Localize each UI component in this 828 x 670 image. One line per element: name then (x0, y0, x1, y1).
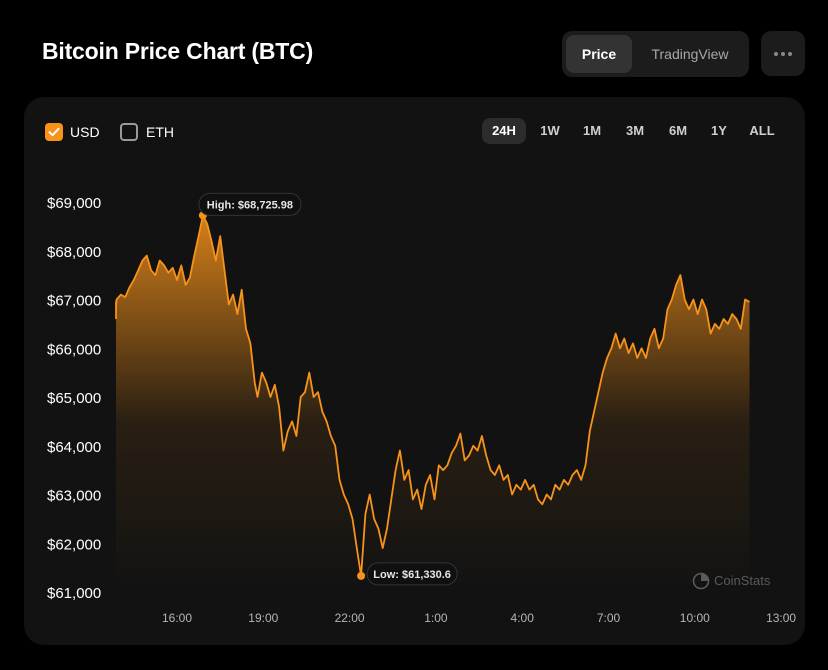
range-1w[interactable]: 1W (540, 123, 560, 138)
more-options-button[interactable] (761, 31, 805, 76)
ellipsis-icon (781, 52, 785, 56)
range-all[interactable]: ALL (749, 123, 775, 138)
tab-tradingview[interactable]: TradingView (651, 46, 729, 62)
y-tick-label: $67,000 (47, 293, 101, 310)
range-24h[interactable]: 24H (482, 118, 526, 144)
y-tick-label: $64,000 (47, 439, 101, 456)
range-3m[interactable]: 3M (625, 123, 645, 138)
ellipsis-icon (774, 52, 778, 56)
x-tick-label: 1:00 (424, 611, 448, 625)
coinstats-logo-icon (692, 572, 710, 590)
y-tick-label: $61,000 (47, 585, 101, 602)
usd-label: USD (70, 124, 100, 140)
check-icon (48, 127, 60, 137)
high-label-box (198, 192, 302, 216)
range-1y[interactable]: 1Y (711, 123, 727, 138)
page-title: Bitcoin Price Chart (BTC) (42, 38, 314, 64)
y-tick-label: $69,000 (47, 195, 101, 212)
view-toggle: Price TradingView (562, 31, 749, 77)
y-tick-label: $68,000 (47, 244, 101, 261)
range-6m[interactable]: 6M (668, 123, 688, 138)
x-tick-label: 10:00 (680, 611, 710, 625)
y-tick-label: $65,000 (47, 390, 101, 407)
range-1m[interactable]: 1M (582, 123, 602, 138)
y-tick-label: $63,000 (47, 488, 101, 505)
low-label-box (366, 562, 458, 586)
x-tick-label: 19:00 (248, 611, 278, 625)
ellipsis-icon (788, 52, 792, 56)
price-area (116, 215, 750, 592)
x-tick-label: 16:00 (162, 611, 192, 625)
watermark-text: CoinStats (714, 573, 771, 588)
y-tick-label: $66,000 (47, 341, 101, 358)
eth-label: ETH (146, 124, 174, 140)
x-tick-label: 22:00 (335, 611, 365, 625)
tab-price[interactable]: Price (566, 35, 632, 73)
low-label: Low: $61,330.6 (373, 569, 451, 581)
usd-checkbox[interactable] (45, 123, 63, 141)
x-tick-label: 4:00 (511, 611, 535, 625)
eth-checkbox[interactable] (120, 123, 138, 141)
y-tick-label: $62,000 (47, 536, 101, 553)
low-marker (357, 571, 366, 580)
high-label: High: $68,725.98 (207, 199, 293, 211)
x-tick-label: 13:00 (766, 611, 796, 625)
x-tick-label: 7:00 (597, 611, 621, 625)
